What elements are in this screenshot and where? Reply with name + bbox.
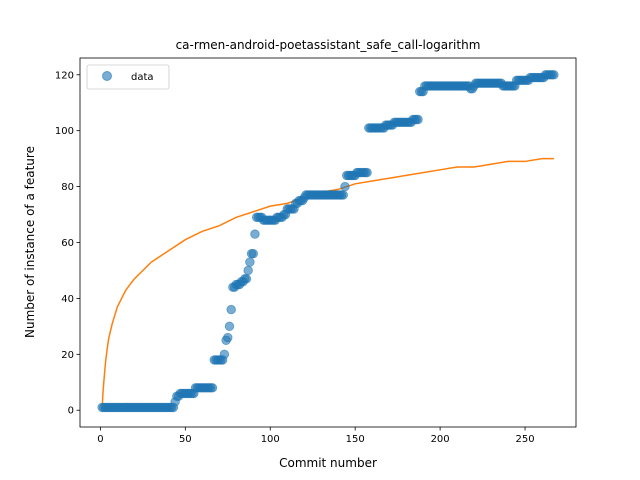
data-point [243, 265, 253, 276]
data-point [340, 181, 350, 192]
fit-line [101, 157, 554, 411]
y-axis-label: Number of instance of a feature [23, 146, 37, 338]
data-point [362, 167, 372, 178]
plot-background [80, 58, 576, 427]
data-point [224, 321, 235, 332]
legend-marker [102, 71, 112, 81]
x-tick-label: 0 [97, 434, 103, 445]
y-tick-label: 120 [55, 70, 74, 81]
data-point [338, 190, 348, 200]
data-point [250, 229, 260, 239]
x-axis: 0 50 100 150 200 250 [97, 427, 535, 445]
y-tick-label: 60 [61, 238, 74, 249]
points-layer [97, 70, 559, 413]
y-tick-label: 100 [55, 126, 74, 137]
x-tick-label: 250 [515, 434, 534, 445]
data-point [219, 349, 230, 360]
y-axis: 0 20 40 60 80 100 120 [55, 70, 80, 417]
y-tick-label: 20 [61, 350, 74, 361]
x-tick-label: 50 [179, 434, 192, 445]
data-point [241, 274, 252, 284]
data-point [549, 70, 559, 80]
chart-title: ca-rmen-android-poetassistant_safe_call-… [176, 38, 481, 52]
x-tick-label: 200 [431, 434, 450, 445]
legend: data [86, 64, 170, 90]
legend-box [86, 64, 170, 90]
data-point [245, 257, 255, 267]
x-tick-label: 100 [261, 434, 280, 445]
y-tick-label: 0 [68, 406, 74, 417]
legend-label-data: data [131, 72, 154, 83]
data-point [248, 248, 258, 259]
data-point [413, 114, 423, 125]
fit-layer [101, 157, 554, 411]
data-point [223, 332, 233, 343]
data-point [207, 383, 218, 393]
y-tick-label: 80 [61, 182, 74, 193]
x-tick-label: 150 [346, 434, 365, 445]
x-axis-label: Commit number [279, 456, 377, 470]
y-tick-label: 40 [61, 294, 74, 305]
data-point [226, 304, 236, 315]
plot-area [79, 57, 577, 428]
